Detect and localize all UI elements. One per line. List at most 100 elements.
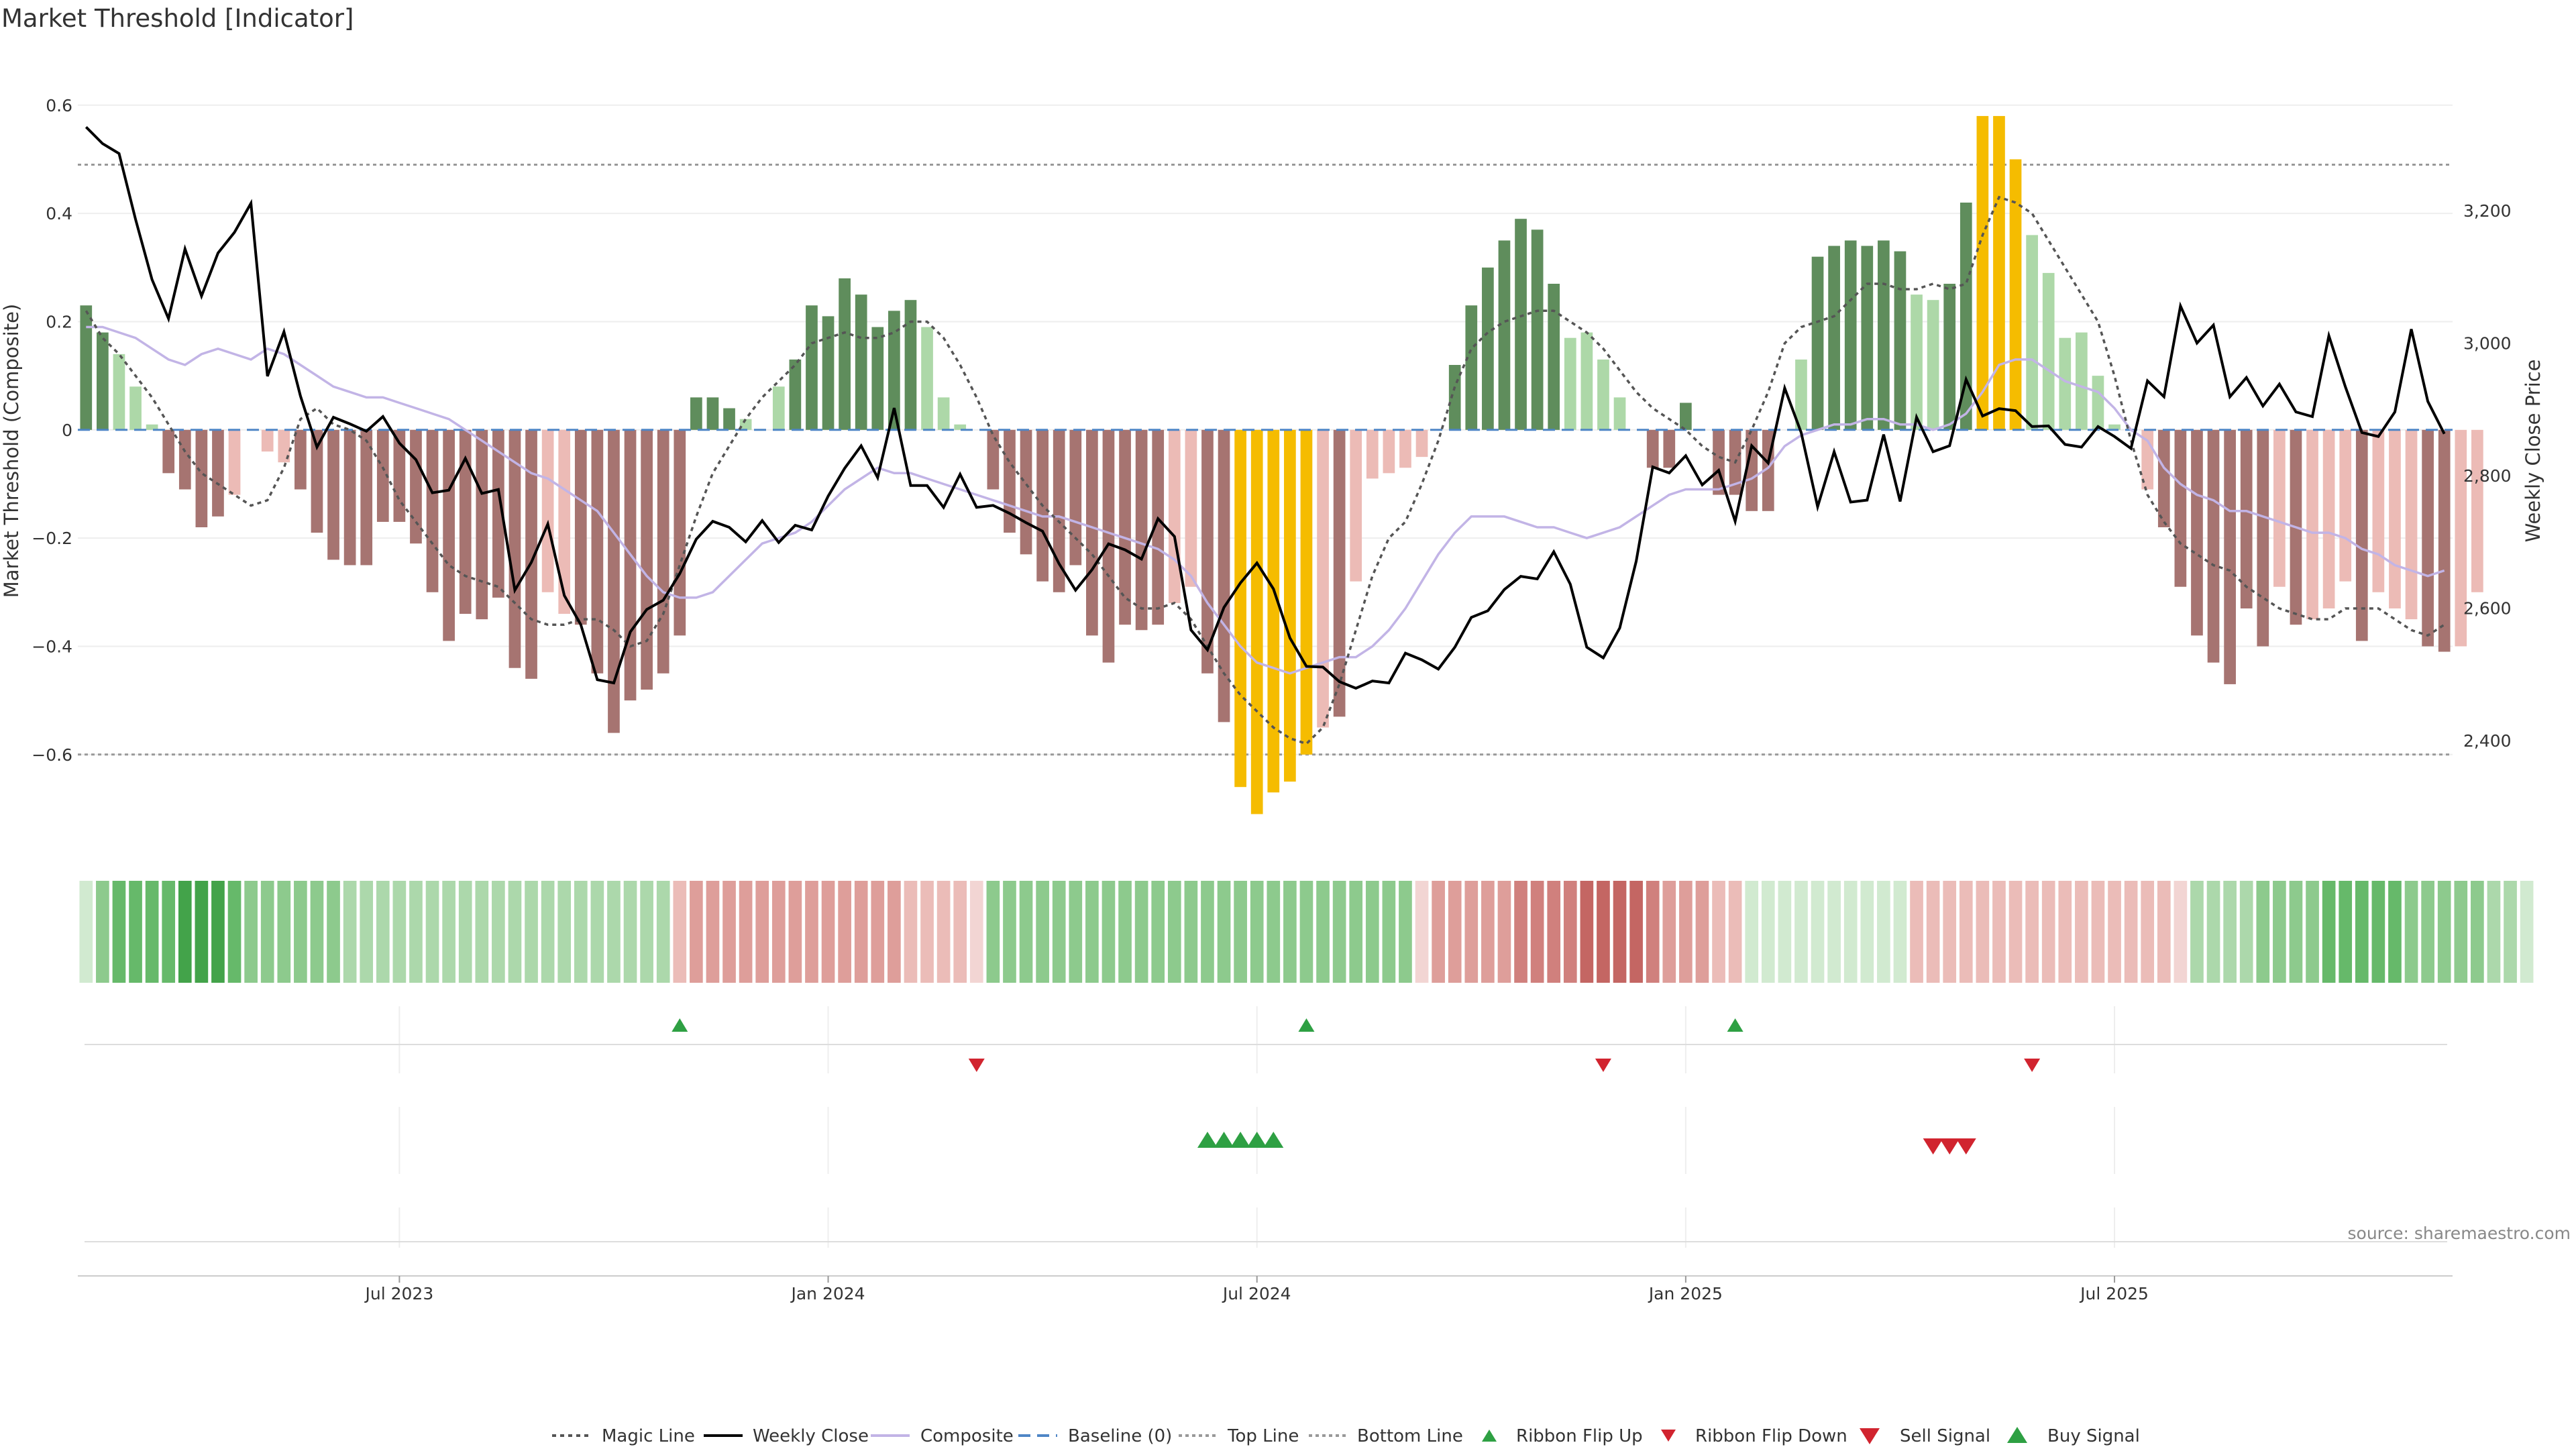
- composite-bar: [1878, 240, 1890, 430]
- composite-bar: [657, 429, 669, 674]
- composite-bar: [261, 429, 274, 452]
- composite-bar: [1993, 115, 2005, 430]
- ribbon-segment: [2322, 881, 2336, 983]
- source-note: source: sharemaestro.com: [2348, 1224, 2571, 1243]
- composite-bar: [591, 429, 604, 674]
- ribbon-segment: [2157, 881, 2171, 983]
- composite-bar: [2059, 337, 2072, 430]
- composite-bar: [541, 429, 554, 592]
- ribbon-segment: [541, 881, 555, 983]
- composite-bar: [641, 429, 653, 690]
- ribbon-segment: [805, 881, 818, 983]
- composite-bar: [1861, 246, 1874, 430]
- ribbon-segment: [788, 881, 802, 983]
- legend-magic-line: Magic Line: [602, 1426, 695, 1446]
- ribbon-segment: [227, 881, 241, 983]
- ribbon-segment: [178, 881, 192, 983]
- composite-bar: [2092, 376, 2104, 430]
- composite-bar: [1218, 429, 1230, 722]
- ribbon-segment: [2124, 881, 2138, 983]
- ribbon-segment: [623, 881, 637, 983]
- legend-sell-signal: Sell Signal: [1900, 1426, 1990, 1446]
- y2-tick-label: 3,000: [2463, 333, 2512, 353]
- ribbon-segment: [936, 881, 951, 983]
- composite-bar: [789, 359, 802, 430]
- y-tick-label: −0.4: [32, 637, 72, 656]
- composite-bar: [146, 424, 158, 430]
- ribbon-segment: [2273, 881, 2286, 983]
- composite-bar: [2224, 429, 2236, 684]
- ribbon-segment: [1382, 881, 1396, 983]
- composite-bar: [1482, 267, 1494, 430]
- composite-bar: [1119, 429, 1131, 625]
- ribbon-segment: [1102, 881, 1116, 983]
- composite-bar: [954, 424, 967, 430]
- composite-bar: [2240, 429, 2253, 608]
- ribbon-segment: [1267, 881, 1281, 983]
- composite-bar: [492, 429, 504, 598]
- composite-bar: [723, 408, 735, 430]
- composite-bar: [772, 386, 785, 430]
- composite-bar: [393, 429, 406, 522]
- composite-bar: [2191, 429, 2203, 636]
- ribbon-segment: [1415, 881, 1429, 983]
- x-tick-label: Jan 2024: [790, 1284, 865, 1303]
- composite-bar: [822, 316, 835, 430]
- ribbon-segment: [2371, 881, 2385, 983]
- composite-bar: [162, 429, 175, 474]
- ribbon-segment: [1365, 881, 1379, 983]
- ribbon-segment: [244, 881, 258, 983]
- ribbon-segment: [1745, 881, 1759, 983]
- sell-signal-marker: [1955, 1138, 1976, 1155]
- y-tick-label: 0: [62, 421, 72, 440]
- composite-bar: [1548, 284, 1560, 430]
- composite-bar: [2076, 332, 2088, 430]
- ribbon-segment: [211, 881, 225, 983]
- ribbon-segment: [1811, 881, 1825, 983]
- composite-bar: [1894, 251, 1907, 430]
- composite-bar: [1498, 240, 1511, 430]
- weekly-close-line: [85, 125, 2446, 690]
- ribbon-segment: [673, 881, 687, 983]
- trend-ribbon: [79, 881, 2534, 983]
- composite-bar: [294, 429, 307, 490]
- composite-bar: [855, 294, 867, 430]
- ribbon-segment: [162, 881, 176, 983]
- composite-bar: [2471, 429, 2483, 592]
- ribbon-segment: [1679, 881, 1693, 983]
- ribbon-segment: [1877, 881, 1890, 983]
- ribbon-segment: [442, 881, 455, 983]
- ribbon-segment: [1778, 881, 1792, 983]
- composite-bar: [839, 278, 851, 430]
- ribbon-segment: [1003, 881, 1016, 983]
- composite-bar: [1531, 229, 1544, 430]
- composite-bar: [2273, 429, 2286, 587]
- ribbon-segment: [2008, 881, 2023, 983]
- composite-bar: [1020, 429, 1032, 555]
- composite-bar: [80, 305, 93, 430]
- ribbon-segment: [2141, 881, 2155, 983]
- ribbon-segment: [2454, 881, 2468, 983]
- sell-signal-marker: [1923, 1138, 1943, 1155]
- legend: Magic Line Weekly Close Composite Baseline …: [552, 1426, 2140, 1446]
- ribbon-segment: [557, 881, 572, 983]
- x-tick-label: Jul 2023: [364, 1284, 434, 1303]
- ribbon-segment: [920, 881, 934, 983]
- composite-bar: [2009, 159, 2022, 430]
- ribbon-segment: [2190, 881, 2204, 983]
- ribbon-segment: [475, 881, 489, 983]
- ribbon-flip-up-marker: [1298, 1018, 1315, 1032]
- legend-baseline: Baseline (0): [1068, 1426, 1172, 1446]
- composite-bar: [1927, 300, 1939, 430]
- ribbon-segment: [888, 881, 901, 983]
- right-y-axis-ticks: 3,200 3,000 2,800 2,600 2,400: [2463, 201, 2512, 751]
- ribbon-segment: [1629, 881, 1643, 983]
- composite-bar: [1383, 429, 1395, 474]
- ribbon-segment: [145, 881, 159, 983]
- composite-bar: [2355, 429, 2368, 641]
- composite-bars: [78, 115, 2483, 814]
- ribbon-segment: [1860, 881, 1874, 983]
- ribbon-segment: [1514, 881, 1527, 983]
- composite-bar: [1086, 429, 1098, 636]
